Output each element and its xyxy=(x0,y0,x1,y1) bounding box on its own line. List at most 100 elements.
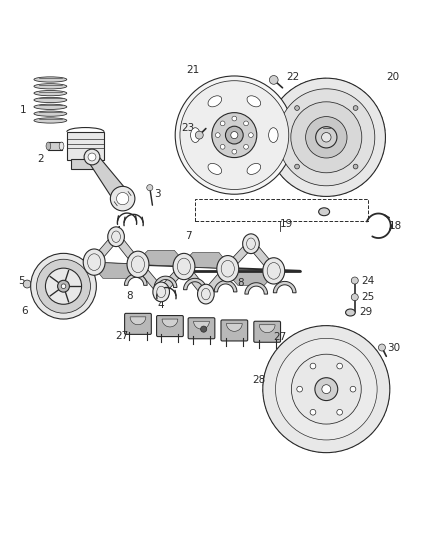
Polygon shape xyxy=(344,330,351,336)
Circle shape xyxy=(278,89,375,186)
Polygon shape xyxy=(268,143,273,149)
Polygon shape xyxy=(376,115,382,120)
Polygon shape xyxy=(277,103,283,110)
Polygon shape xyxy=(270,154,277,159)
Ellipse shape xyxy=(46,142,51,150)
Polygon shape xyxy=(226,324,242,332)
Polygon shape xyxy=(379,126,385,132)
Polygon shape xyxy=(362,431,368,439)
Ellipse shape xyxy=(201,288,210,300)
Text: 30: 30 xyxy=(387,343,400,352)
Circle shape xyxy=(46,268,81,304)
Text: 8: 8 xyxy=(126,291,133,301)
Circle shape xyxy=(297,386,303,392)
Polygon shape xyxy=(303,187,310,192)
Ellipse shape xyxy=(34,104,67,109)
Text: 20: 20 xyxy=(386,72,399,82)
Polygon shape xyxy=(326,191,332,197)
Polygon shape xyxy=(339,328,346,334)
Circle shape xyxy=(269,76,278,84)
Polygon shape xyxy=(214,280,237,292)
Polygon shape xyxy=(268,362,274,369)
Polygon shape xyxy=(134,251,188,266)
Polygon shape xyxy=(318,447,324,453)
Ellipse shape xyxy=(221,260,234,277)
Polygon shape xyxy=(265,405,272,409)
Polygon shape xyxy=(88,154,130,204)
FancyBboxPatch shape xyxy=(124,313,151,334)
FancyBboxPatch shape xyxy=(188,318,215,339)
Circle shape xyxy=(310,363,316,369)
Polygon shape xyxy=(354,438,359,445)
Bar xyxy=(195,199,368,221)
Circle shape xyxy=(295,106,300,110)
Polygon shape xyxy=(304,81,310,87)
Polygon shape xyxy=(334,446,339,452)
Text: 4: 4 xyxy=(114,225,121,236)
Polygon shape xyxy=(370,423,376,431)
Circle shape xyxy=(110,187,135,211)
Text: 1: 1 xyxy=(19,104,26,115)
Polygon shape xyxy=(318,326,324,332)
Circle shape xyxy=(248,133,253,138)
Polygon shape xyxy=(184,278,206,290)
Polygon shape xyxy=(264,399,271,405)
Polygon shape xyxy=(315,78,321,84)
Polygon shape xyxy=(378,364,386,369)
Text: 23: 23 xyxy=(181,123,194,133)
Text: 22: 22 xyxy=(286,72,299,82)
Ellipse shape xyxy=(34,77,67,82)
Text: 8: 8 xyxy=(237,278,244,288)
Polygon shape xyxy=(321,78,326,83)
Circle shape xyxy=(322,385,331,393)
Polygon shape xyxy=(156,266,189,292)
Polygon shape xyxy=(268,125,273,132)
Text: 4: 4 xyxy=(158,300,165,310)
Circle shape xyxy=(232,116,237,121)
Ellipse shape xyxy=(88,254,101,270)
Polygon shape xyxy=(381,369,388,374)
Polygon shape xyxy=(294,333,299,341)
Polygon shape xyxy=(279,169,286,174)
Ellipse shape xyxy=(191,128,200,142)
Polygon shape xyxy=(381,132,385,138)
Polygon shape xyxy=(263,384,269,389)
Circle shape xyxy=(291,102,362,173)
Circle shape xyxy=(321,133,331,142)
Circle shape xyxy=(31,253,96,319)
Text: 7: 7 xyxy=(185,231,192,241)
Polygon shape xyxy=(343,187,349,193)
Polygon shape xyxy=(223,269,278,285)
Polygon shape xyxy=(310,79,315,86)
Polygon shape xyxy=(370,165,376,172)
Ellipse shape xyxy=(108,227,124,247)
Polygon shape xyxy=(332,79,338,84)
Polygon shape xyxy=(269,119,275,126)
Polygon shape xyxy=(378,120,384,126)
Polygon shape xyxy=(349,440,354,447)
Polygon shape xyxy=(308,189,315,195)
Ellipse shape xyxy=(247,96,261,107)
Polygon shape xyxy=(281,98,286,106)
Polygon shape xyxy=(326,78,332,83)
Polygon shape xyxy=(376,359,383,364)
Polygon shape xyxy=(358,177,363,185)
Polygon shape xyxy=(379,143,385,149)
Polygon shape xyxy=(334,327,340,333)
Ellipse shape xyxy=(131,256,145,273)
Polygon shape xyxy=(358,434,364,442)
Circle shape xyxy=(220,144,225,149)
Text: 2: 2 xyxy=(37,154,44,164)
Polygon shape xyxy=(329,326,335,332)
Polygon shape xyxy=(287,434,294,440)
Ellipse shape xyxy=(243,234,259,254)
Polygon shape xyxy=(363,96,370,101)
Polygon shape xyxy=(338,80,344,86)
Ellipse shape xyxy=(83,249,105,275)
Circle shape xyxy=(226,126,243,144)
Text: 25: 25 xyxy=(361,292,374,302)
Polygon shape xyxy=(279,427,286,433)
Bar xyxy=(48,142,61,150)
Polygon shape xyxy=(378,149,383,155)
Polygon shape xyxy=(133,264,166,292)
